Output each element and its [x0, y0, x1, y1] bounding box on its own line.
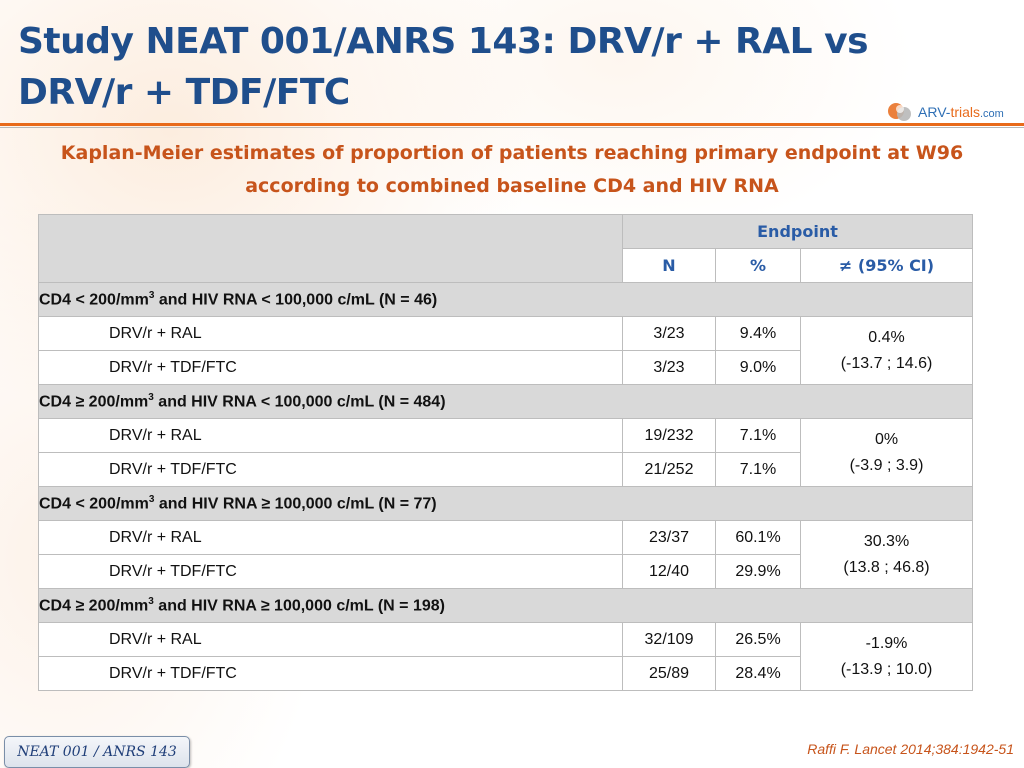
confidence-interval: (-3.9 ; 3.9) — [849, 456, 924, 474]
percent-cell: 60.1% — [715, 520, 801, 555]
group-label-superscript: 3 — [148, 391, 154, 403]
table-row: DRV/r + RAL 23/37 60.1% 30.3% (13.8 ; 46.8) — [38, 520, 973, 589]
slide-subtitle: Kaplan-Meier estimates of proportion of … — [60, 142, 964, 197]
group-label-text-cont: and HIV RNA ≥ 100,000 c/mL (N = 198) — [153, 597, 445, 615]
group-row: CD4 ≥ 200/mm3 and HIV RNA ≥ 100,000 c/mL… — [38, 588, 973, 623]
logo-text-trials: trials — [950, 104, 980, 120]
logo-text-com: .com — [980, 108, 1004, 120]
n-cell: 23/37 — [622, 520, 716, 555]
arm-name: DRV/r + RAL — [38, 622, 623, 657]
arm-name: DRV/r + RAL — [38, 418, 623, 453]
title-divider-shadow — [0, 127, 1024, 128]
arm-name: DRV/r + TDF/FTC — [38, 350, 623, 385]
arm-name: DRV/r + TDF/FTC — [38, 656, 623, 691]
percent-cell: 29.9% — [715, 554, 801, 589]
group-label: CD4 ≥ 200/mm3 and HIV RNA ≥ 100,000 c/mL… — [38, 588, 973, 623]
n-cell: 21/252 — [622, 452, 716, 487]
title-divider — [0, 123, 1024, 126]
n-cell: 3/23 — [622, 316, 716, 351]
table-row: DRV/r + RAL 19/232 7.1% 0% (-3.9 ; 3.9) — [38, 418, 973, 487]
table-corner — [38, 214, 623, 283]
n-column-header: N — [622, 248, 716, 283]
table-row: DRV/r + RAL 3/23 9.4% 0.4% (-13.7 ; 14.6) — [38, 316, 973, 385]
table-row: DRV/r + RAL 32/109 26.5% -1.9% (-13.9 ; 10.0… — [38, 622, 973, 691]
group-label-text-cont: and HIV RNA < 100,000 c/mL (N = 46) — [154, 291, 438, 309]
endpoint-header: Endpoint — [622, 214, 973, 249]
difference-value: 30.3% — [863, 532, 910, 550]
difference-column-header: ≠ (95% CI) — [800, 248, 973, 283]
confidence-interval: (-13.9 ; 10.0) — [840, 660, 933, 678]
percent-cell: 28.4% — [715, 656, 801, 691]
table-body: CD4 < 200/mm3 and HIV RNA < 100,000 c/mL… — [38, 282, 973, 691]
group-row: CD4 < 200/mm3 and HIV RNA < 100,000 c/mL… — [38, 282, 973, 317]
arv-trials-logo: ARV-trials.com — [886, 98, 1018, 128]
group-label-text: CD4 < 200/mm — [39, 291, 149, 309]
confidence-interval: (13.8 ; 46.8) — [843, 558, 930, 576]
group-label-superscript: 3 — [148, 595, 154, 607]
difference-cell: 30.3% (13.8 ; 46.8) — [800, 520, 973, 589]
logo-mark-icon — [888, 103, 911, 121]
percent-cell: 9.0% — [715, 350, 801, 385]
logo-text-arv: ARV- — [918, 104, 951, 120]
group-label-text-cont: and HIV RNA ≥ 100,000 c/mL (N = 77) — [154, 495, 437, 513]
results-table: Endpoint N % ≠ (95% CI) CD4 < 200/mm3 an… — [38, 214, 973, 691]
group-label-text: CD4 ≥ 200/mm — [39, 393, 149, 411]
difference-cell: -1.9% (-13.9 ; 10.0) — [800, 622, 973, 691]
n-cell: 32/109 — [622, 622, 716, 657]
group-label-text: CD4 < 200/mm — [39, 495, 149, 513]
group-label-superscript: 3 — [148, 493, 155, 505]
n-cell: 12/40 — [622, 554, 716, 589]
arm-name: DRV/r + TDF/FTC — [38, 452, 623, 487]
percent-cell: 9.4% — [715, 316, 801, 351]
study-tag: NEAT 001 / ANRS 143 — [4, 736, 190, 768]
percent-cell: 7.1% — [715, 418, 801, 453]
group-label-text: CD4 ≥ 200/mm — [39, 597, 149, 615]
percent-cell: 26.5% — [715, 622, 801, 657]
n-cell: 19/232 — [622, 418, 716, 453]
group-label-superscript: 3 — [148, 289, 155, 301]
arm-name: DRV/r + RAL — [38, 316, 623, 351]
study-tag-label: NEAT 001 / ANRS 143 — [17, 744, 177, 760]
difference-cell: 0.4% (-13.7 ; 14.6) — [800, 316, 973, 385]
table-row: DRV/r + TDF/FTC 25/89 28.4% — [38, 656, 973, 691]
confidence-interval: (-13.7 ; 14.6) — [840, 354, 933, 372]
slide-title: Study NEAT 001/ANRS 143: DRV/r + RAL vs … — [18, 21, 869, 113]
n-cell: 3/23 — [622, 350, 716, 385]
percent-column-header: % — [715, 248, 801, 283]
table-row: DRV/r + TDF/FTC 3/23 9.0% — [38, 350, 973, 385]
n-cell: 25/89 — [622, 656, 716, 691]
table-row: DRV/r + TDF/FTC 12/40 29.9% — [38, 554, 973, 589]
group-label-text-cont: and HIV RNA < 100,000 c/mL (N = 484) — [153, 393, 446, 411]
arm-name: DRV/r + TDF/FTC — [38, 554, 623, 589]
citation: Raffi F. Lancet 2014;384:1942-51 — [807, 741, 1014, 757]
difference-value: -1.9% — [865, 634, 908, 652]
group-label: CD4 < 200/mm3 and HIV RNA ≥ 100,000 c/mL… — [38, 486, 973, 521]
difference-cell: 0% (-3.9 ; 3.9) — [800, 418, 973, 487]
arm-name: DRV/r + RAL — [38, 520, 623, 555]
difference-value: 0% — [874, 430, 899, 448]
difference-value: 0.4% — [868, 328, 905, 346]
group-row: CD4 < 200/mm3 and HIV RNA ≥ 100,000 c/mL… — [38, 486, 973, 521]
group-row: CD4 ≥ 200/mm3 and HIV RNA < 100,000 c/mL… — [38, 384, 973, 419]
group-label: CD4 ≥ 200/mm3 and HIV RNA < 100,000 c/mL… — [38, 384, 973, 419]
logo-wordmark: ARV-trials.com — [918, 104, 1004, 120]
group-label: CD4 < 200/mm3 and HIV RNA < 100,000 c/mL… — [38, 282, 973, 317]
percent-cell: 7.1% — [715, 452, 801, 487]
